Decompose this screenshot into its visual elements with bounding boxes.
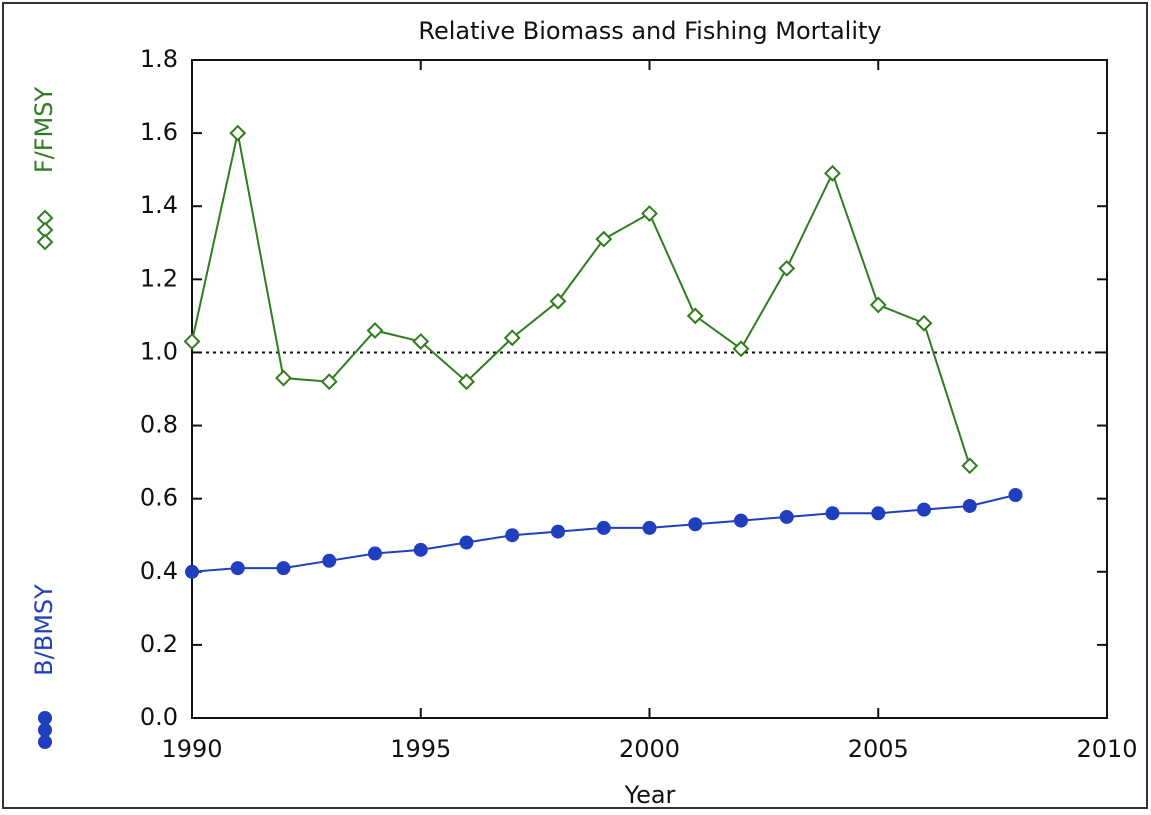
marker-circle bbox=[505, 528, 520, 543]
marker-circle bbox=[38, 723, 52, 737]
marker-diamond bbox=[229, 124, 247, 142]
y-tick-label: 0.6 bbox=[140, 484, 178, 512]
marker-diamond bbox=[549, 292, 567, 310]
x-tick-label: 2000 bbox=[619, 735, 680, 763]
marker-circle bbox=[1008, 488, 1023, 503]
marker-diamond bbox=[36, 221, 54, 239]
legend-label: B/BMSY bbox=[30, 584, 58, 676]
x-tick-label: 1990 bbox=[161, 735, 222, 763]
x-axis-label: Year bbox=[624, 781, 676, 809]
marker-diamond bbox=[915, 314, 933, 332]
y-tick-label: 1.6 bbox=[140, 118, 178, 146]
marker-diamond bbox=[320, 373, 338, 391]
marker-diamond bbox=[824, 164, 841, 182]
y-tick-label: 1.2 bbox=[140, 264, 178, 292]
marker-diamond bbox=[503, 329, 521, 347]
chart-title: Relative Biomass and Fishing Mortality bbox=[418, 17, 881, 45]
marker-circle bbox=[322, 553, 337, 568]
marker-diamond bbox=[366, 322, 384, 339]
marker-circle bbox=[459, 535, 474, 550]
marker-diamond bbox=[36, 233, 54, 251]
y-tick-label: 0.8 bbox=[140, 411, 178, 439]
x-tick-label: 2010 bbox=[1076, 735, 1137, 763]
marker-circle bbox=[917, 502, 931, 517]
marker-circle bbox=[825, 506, 840, 521]
legend-entry: F/FMSY bbox=[30, 87, 58, 251]
marker-circle bbox=[413, 542, 428, 557]
marker-diamond bbox=[36, 209, 54, 227]
marker-circle bbox=[230, 561, 245, 576]
marker-diamond bbox=[458, 373, 475, 391]
marker-circle bbox=[276, 561, 291, 576]
marker-circle bbox=[779, 509, 794, 524]
y-tick-label: 1.0 bbox=[140, 337, 178, 365]
marker-circle bbox=[962, 498, 977, 513]
marker-circle bbox=[551, 524, 565, 539]
marker-circle bbox=[596, 520, 611, 535]
marker-diamond bbox=[275, 369, 292, 387]
marker-diamond bbox=[961, 457, 979, 475]
marker-diamond bbox=[778, 259, 796, 277]
legend-label: F/FMSY bbox=[30, 87, 58, 174]
marker-circle bbox=[642, 520, 657, 535]
marker-circle bbox=[185, 564, 199, 579]
marker-circle bbox=[734, 513, 748, 528]
marker-diamond bbox=[641, 205, 658, 222]
x-tick-label: 1995 bbox=[390, 735, 451, 763]
y-tick-label: 1.4 bbox=[140, 191, 178, 219]
marker-diamond bbox=[869, 296, 887, 314]
x-tick-label: 2005 bbox=[848, 735, 909, 763]
marker-circle bbox=[38, 711, 52, 725]
y-tick-label: 1.8 bbox=[140, 45, 178, 73]
marker-diamond bbox=[412, 333, 430, 350]
y-tick-label: 0.4 bbox=[140, 557, 178, 585]
marker-circle bbox=[871, 506, 886, 521]
marker-diamond bbox=[686, 307, 704, 325]
legend-entry: B/BMSY bbox=[30, 584, 58, 749]
marker-circle bbox=[368, 546, 382, 561]
marker-circle bbox=[688, 517, 703, 532]
marker-circle bbox=[38, 735, 52, 749]
y-tick-label: 0.0 bbox=[140, 703, 178, 731]
marker-diamond bbox=[732, 340, 750, 358]
marker-diamond bbox=[595, 230, 613, 248]
y-tick-label: 0.2 bbox=[140, 630, 178, 658]
marker-diamond bbox=[183, 333, 201, 350]
series-line bbox=[191, 132, 971, 467]
